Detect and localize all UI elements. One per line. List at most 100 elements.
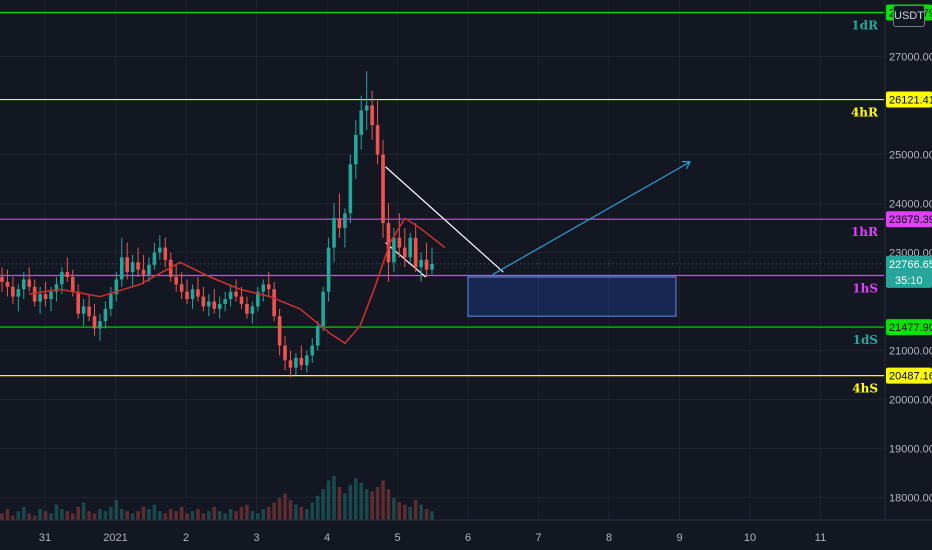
candle-body [119, 257, 124, 280]
candle-body [408, 237, 413, 258]
candle-body [272, 289, 276, 317]
price-tick-label: 27000.00 [889, 52, 932, 64]
volume-bar [16, 511, 21, 520]
level-label-4hR: 4hR [851, 106, 879, 120]
candle-body [321, 291, 325, 326]
candle-body [43, 294, 48, 300]
volume-bar [201, 513, 206, 520]
candle-body [174, 277, 178, 285]
level-labels: 1dR 4hR 1hR 1hS 1dS 4hS [851, 19, 879, 396]
volume-bar [353, 478, 358, 520]
candle-body [109, 294, 113, 309]
price-tag-4hR: 26121.41 [886, 91, 932, 108]
volume-bar [288, 500, 293, 520]
candle-body [11, 286, 15, 297]
candle-body [0, 277, 4, 282]
countdown-text: 35:10 [895, 275, 923, 287]
volume-bar [43, 511, 48, 520]
candle-body [283, 345, 287, 361]
volume-bar [98, 509, 102, 520]
volume-bar [310, 502, 315, 520]
price-tag-text: 21477.90 [889, 322, 932, 334]
volume-bar [315, 495, 320, 520]
time-tick-label: 5 [394, 532, 400, 544]
candle-body [114, 279, 119, 295]
volume-bar [179, 506, 184, 520]
volume-bar [174, 511, 178, 520]
support-resistance-levels [0, 11, 884, 377]
volume-bar [81, 502, 86, 520]
candle-body [125, 257, 129, 273]
price-tag-text: 23679.39 [889, 214, 932, 226]
volume-bar [250, 511, 255, 520]
candle-body [288, 360, 293, 368]
volume-bar [60, 509, 64, 520]
volume-bar [0, 513, 4, 520]
candle-body [234, 291, 238, 297]
candle-body [212, 301, 217, 309]
time-tick-label: 7 [535, 532, 541, 544]
volume-bar [223, 513, 227, 520]
level-label-1dR: 1dR [851, 19, 879, 33]
candle-body [130, 262, 135, 273]
candle-body [381, 154, 385, 224]
volume-bar [109, 506, 113, 520]
level-label-4hS: 4hS [852, 382, 878, 396]
candlestick-series [0, 71, 434, 378]
trendline-0 [385, 166, 504, 273]
candle-body [87, 306, 91, 317]
volume-bar [272, 502, 276, 520]
candle-body [136, 262, 140, 270]
time-axis[interactable]: 31 2021 2 3 4 5 6 7 8 9 10 11 [0, 519, 932, 544]
time-tick-label: 11 [815, 532, 826, 544]
candle-body [305, 355, 309, 366]
volume-bar [190, 511, 195, 520]
volume-bar [27, 513, 32, 520]
last-price-text: 22766.65 [889, 259, 932, 271]
candle-body [207, 301, 211, 307]
volume-bar [76, 506, 81, 520]
price-tag-text: 20487.16 [889, 371, 932, 383]
price-tick-label: 18000.00 [889, 493, 932, 505]
candle-body [424, 259, 429, 270]
target-zone [467, 276, 677, 317]
volume-bar [245, 504, 249, 520]
volume-bar [21, 506, 26, 520]
volume-bar [65, 511, 70, 520]
volume-bar [326, 480, 331, 520]
moving-average-line [28, 217, 446, 345]
candle-body [81, 306, 86, 314]
candle-body [16, 289, 21, 297]
candle-body [190, 289, 195, 300]
volume-bar [419, 504, 423, 520]
candle-body [332, 218, 336, 248]
candle-body [364, 105, 369, 111]
volume-bar [32, 515, 37, 520]
candle-body [375, 125, 380, 155]
price-tags: 27920.7926121.4123679.3922530.7921477.90… [886, 4, 932, 384]
candle-body [158, 247, 162, 253]
volume-bar [11, 515, 15, 520]
volume-bar [185, 513, 189, 520]
candle-body [419, 259, 423, 268]
volume-bar [125, 511, 129, 520]
volume-bar [266, 506, 271, 520]
candle-body [315, 326, 320, 346]
volume-bar [54, 504, 59, 520]
volume-bar [130, 513, 135, 520]
price-tag-1hR: 23679.39 [886, 211, 932, 228]
volume-bar [337, 487, 342, 520]
volume-bar [277, 498, 282, 520]
candle-body [337, 218, 342, 228]
candle-body [250, 306, 255, 314]
currency-button[interactable]: USDT [893, 5, 925, 27]
volume-bar [234, 511, 238, 520]
time-tick-label: 10 [744, 532, 756, 544]
volume-bar [70, 513, 75, 520]
time-tick-label: 31 [39, 532, 51, 544]
volume-bar [239, 506, 244, 520]
candle-body [185, 291, 189, 300]
candle-body [326, 247, 331, 292]
volume-bar [413, 500, 418, 520]
